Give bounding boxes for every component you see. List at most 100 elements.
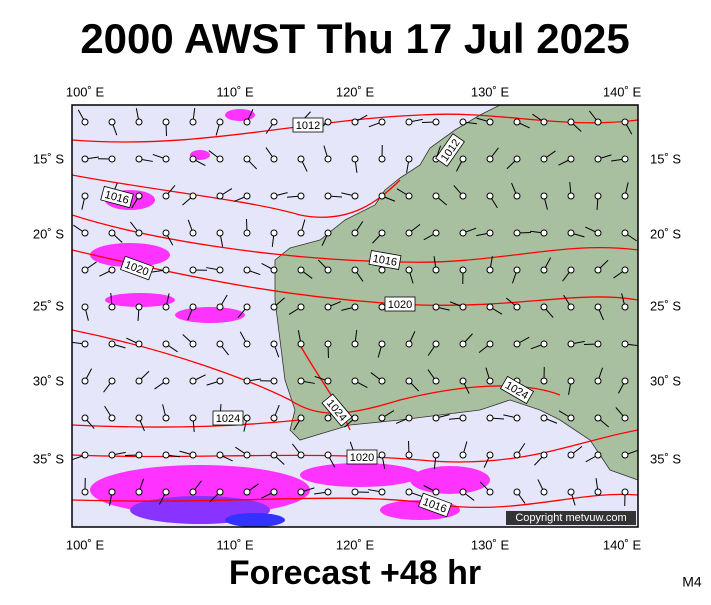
station [460,415,466,421]
station [163,156,169,162]
station [568,304,574,310]
station [352,489,358,495]
station [460,452,466,458]
station [487,193,493,199]
station [271,304,277,310]
lat-label-right: 20˚ S [650,226,681,241]
station [460,193,466,199]
station [109,415,115,421]
station [190,156,196,162]
station [298,378,304,384]
lat-label-right: 35˚ S [650,451,681,466]
station [568,341,574,347]
station [622,193,628,199]
station [595,119,601,125]
station [541,304,547,310]
station [595,415,601,421]
station [190,193,196,199]
station [460,341,466,347]
station [460,378,466,384]
station [568,156,574,162]
station [82,341,88,347]
station [514,452,520,458]
station [136,341,142,347]
title: 2000 AWST Thu 17 Jul 2025 [80,15,629,62]
station [136,415,142,421]
station [514,489,520,495]
isobar-label: 1020 [347,450,377,464]
station [460,230,466,236]
station [190,230,196,236]
station [271,489,277,495]
station [568,267,574,273]
lon-label-top: 100˚ E [66,84,105,99]
station [541,415,547,421]
station [82,156,88,162]
station [595,452,601,458]
station [595,230,601,236]
very-heavy-rain [225,513,285,527]
station [163,489,169,495]
model-label: M4 [682,574,702,590]
station [433,230,439,236]
station [622,304,628,310]
station [622,156,628,162]
station [352,230,358,236]
station [460,267,466,273]
station [82,304,88,310]
station [568,452,574,458]
lon-label-top: 130˚ E [471,84,510,99]
lon-label-bottom: 130˚ E [471,537,510,552]
station [136,452,142,458]
station [541,230,547,236]
station [163,267,169,273]
station [271,452,277,458]
lon-label-bottom: 120˚ E [336,537,375,552]
station [541,119,547,125]
station [433,489,439,495]
station [163,119,169,125]
station [514,267,520,273]
station [379,415,385,421]
station [622,341,628,347]
station [82,267,88,273]
station [541,452,547,458]
station [433,119,439,125]
station [82,489,88,495]
station [82,230,88,236]
station [622,489,628,495]
station [109,452,115,458]
station [298,341,304,347]
station [82,119,88,125]
station [136,156,142,162]
station [109,156,115,162]
station [244,230,250,236]
station [379,378,385,384]
station [352,341,358,347]
station [433,378,439,384]
station [352,193,358,199]
station [541,193,547,199]
station [568,489,574,495]
station [514,341,520,347]
station [487,341,493,347]
station [190,341,196,347]
station [379,341,385,347]
station [298,304,304,310]
station [190,452,196,458]
isobar-label-text: 1012 [296,120,320,132]
forecast-label: Forecast +48 hr [229,554,481,592]
isobar-label-text: 1020 [388,299,412,311]
station [325,304,331,310]
station [217,193,223,199]
station [433,415,439,421]
station [244,341,250,347]
station [271,193,277,199]
lat-label-right: 30˚ S [650,373,681,388]
station [190,119,196,125]
station [406,341,412,347]
station [271,156,277,162]
station [595,341,601,347]
lon-label-bottom: 140˚ E [603,537,642,552]
station [244,415,250,421]
